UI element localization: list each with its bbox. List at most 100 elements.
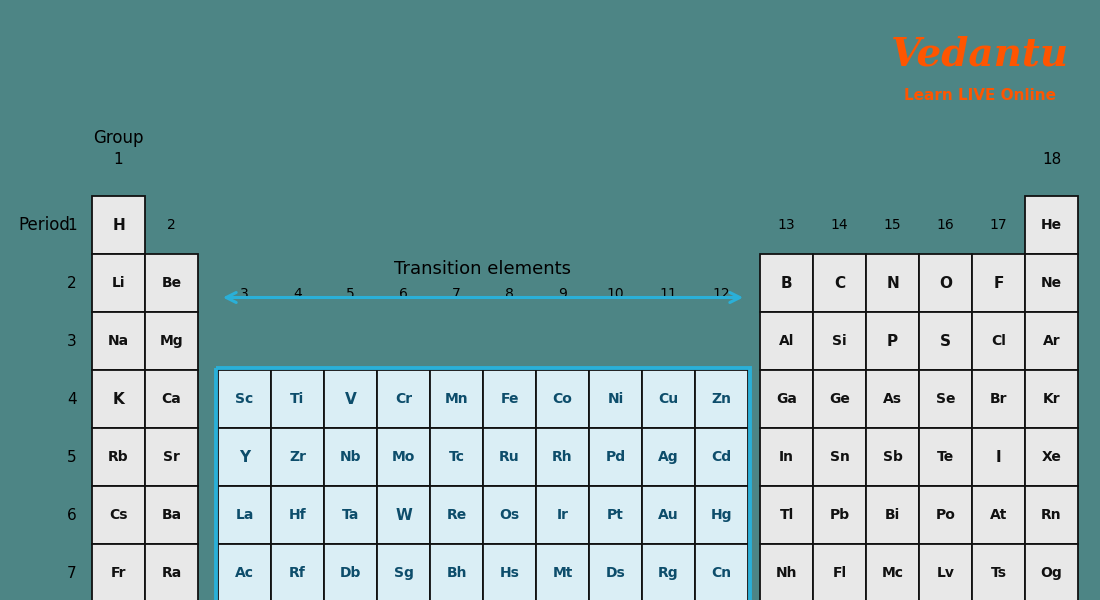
Text: As: As [883, 392, 902, 406]
Bar [866, 486, 918, 544]
Text: Sn: Sn [829, 450, 849, 464]
Text: I: I [996, 449, 1001, 464]
Bar [377, 370, 430, 428]
Text: Ta: Ta [342, 508, 360, 522]
Bar [536, 486, 588, 544]
Text: Fl: Fl [833, 566, 847, 580]
Text: Ni: Ni [607, 392, 624, 406]
Bar [92, 312, 145, 370]
Bar [642, 544, 695, 600]
Text: 7: 7 [67, 565, 77, 581]
Text: H: H [112, 217, 125, 232]
Text: Ca: Ca [162, 392, 182, 406]
Bar [483, 486, 536, 544]
Text: B: B [781, 275, 792, 290]
Text: 10: 10 [607, 287, 625, 301]
Text: Ar: Ar [1043, 334, 1060, 348]
Text: 4: 4 [67, 391, 77, 407]
Bar [1025, 486, 1078, 544]
Text: 16: 16 [936, 218, 955, 232]
Bar [760, 312, 813, 370]
Text: 3: 3 [67, 334, 77, 349]
Bar [145, 312, 198, 370]
Text: Rn: Rn [1042, 508, 1062, 522]
Text: Tl: Tl [780, 508, 793, 522]
Bar [430, 428, 483, 486]
Bar [972, 370, 1025, 428]
Bar [92, 370, 145, 428]
Text: Na: Na [108, 334, 129, 348]
Bar [866, 428, 918, 486]
Text: 2: 2 [67, 275, 77, 290]
Text: Mn: Mn [444, 392, 469, 406]
Text: Pt: Pt [607, 508, 624, 522]
Text: Cs: Cs [109, 508, 128, 522]
Text: Li: Li [112, 276, 125, 290]
Bar [92, 254, 145, 312]
Bar [377, 428, 430, 486]
Text: F: F [993, 275, 1003, 290]
Text: Rf: Rf [289, 566, 306, 580]
Bar [588, 486, 642, 544]
Text: He: He [1041, 218, 1063, 232]
Bar [324, 370, 377, 428]
Text: Ru: Ru [499, 450, 520, 464]
Text: Zr: Zr [289, 450, 306, 464]
Text: Learn LIVE Online: Learn LIVE Online [904, 88, 1056, 103]
Bar [1025, 254, 1078, 312]
Bar [918, 254, 972, 312]
Text: W: W [395, 508, 411, 523]
Bar [918, 428, 972, 486]
Text: Period: Period [18, 216, 70, 234]
Text: Lv: Lv [936, 566, 955, 580]
Bar [695, 428, 748, 486]
Bar [145, 486, 198, 544]
Text: 9: 9 [558, 287, 566, 301]
Bar [483, 370, 536, 428]
Text: Pd: Pd [605, 450, 626, 464]
Text: Pb: Pb [829, 508, 849, 522]
Text: Fr: Fr [111, 566, 126, 580]
Text: Ti: Ti [290, 392, 305, 406]
Text: Ne: Ne [1041, 276, 1063, 290]
Bar [271, 544, 324, 600]
Bar [760, 370, 813, 428]
Text: Ra: Ra [162, 566, 182, 580]
Text: Bi: Bi [884, 508, 900, 522]
Text: 1: 1 [113, 152, 123, 167]
Bar [918, 312, 972, 370]
Bar [145, 370, 198, 428]
Text: Se: Se [936, 392, 955, 406]
Bar [813, 544, 866, 600]
Bar [972, 486, 1025, 544]
Text: Co: Co [552, 392, 572, 406]
Bar [588, 428, 642, 486]
Bar [145, 428, 198, 486]
Text: Y: Y [239, 449, 250, 464]
Text: Ag: Ag [658, 450, 679, 464]
Text: Be: Be [162, 276, 182, 290]
Bar [483, 428, 536, 486]
Bar [642, 428, 695, 486]
Text: K: K [112, 391, 124, 407]
Text: Ac: Ac [235, 566, 254, 580]
Bar [218, 370, 271, 428]
Text: Fe: Fe [500, 392, 519, 406]
Text: Po: Po [936, 508, 956, 522]
Text: V: V [344, 391, 356, 407]
Bar [695, 544, 748, 600]
Bar [377, 544, 430, 600]
Bar [324, 428, 377, 486]
Text: 17: 17 [990, 218, 1008, 232]
Text: At: At [990, 508, 1008, 522]
Bar [1025, 312, 1078, 370]
Bar [92, 196, 145, 254]
Text: Re: Re [447, 508, 466, 522]
Text: O: O [939, 275, 952, 290]
Text: 5: 5 [67, 449, 77, 464]
Bar [324, 544, 377, 600]
Bar [1025, 196, 1078, 254]
Text: Bh: Bh [447, 566, 466, 580]
Text: Ds: Ds [606, 566, 626, 580]
Text: Ts: Ts [990, 566, 1006, 580]
